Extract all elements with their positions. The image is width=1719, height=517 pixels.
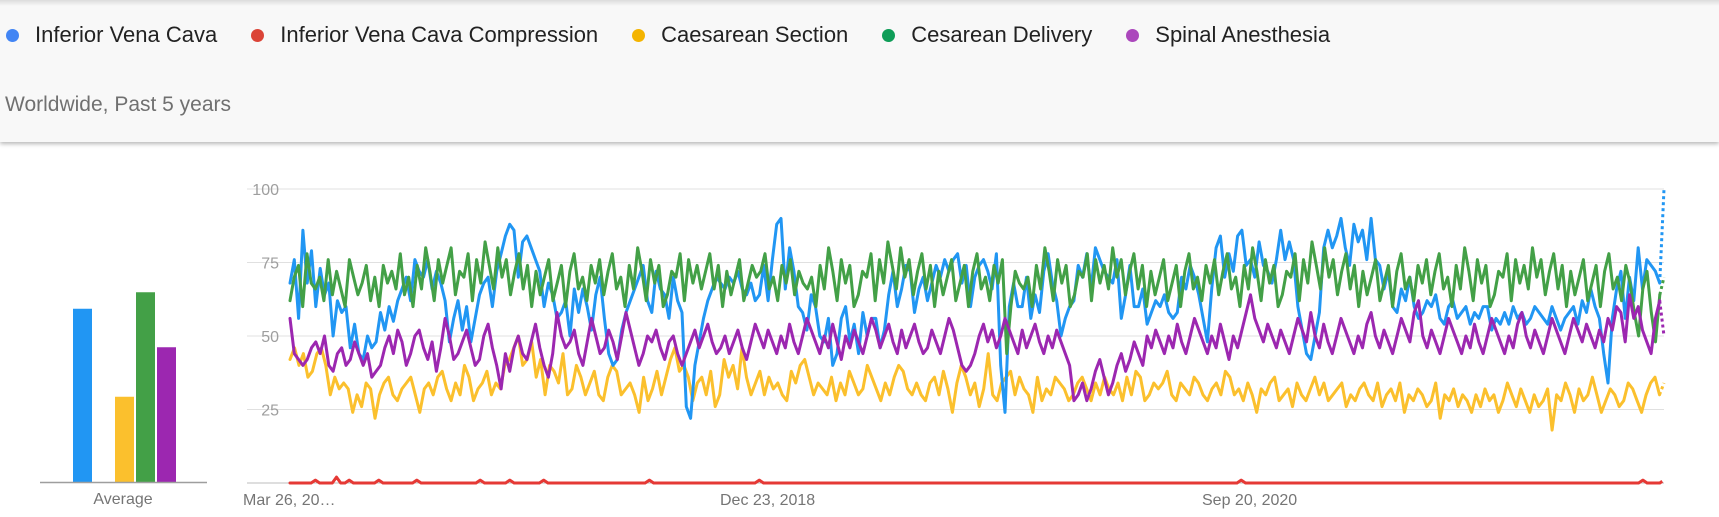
average-bar (157, 347, 176, 482)
subtitle: Worldwide, Past 5 years (5, 93, 232, 116)
x-tick-label: Sep 20, 2020 (1202, 492, 1297, 509)
legend-label: Inferior Vena Cava (35, 22, 218, 47)
legend-dot-icon (632, 28, 646, 42)
series-line (288, 293, 1662, 403)
series-partial-line (1658, 188, 1666, 284)
chart-header: Inferior Vena Cava Inferior Vena Cava Com… (0, 0, 1719, 142)
series-partial-line (1658, 276, 1666, 296)
series-line (288, 216, 1662, 420)
average-bar (115, 396, 134, 482)
legend-dot-icon (251, 28, 265, 42)
legend-item[interactable]: Spinal Anesthesia (1120, 22, 1330, 48)
legend-dot-icon (6, 28, 19, 42)
average-label: Average (93, 491, 152, 508)
y-tick-label: 25 (261, 403, 279, 420)
series-partial-line (1658, 478, 1665, 485)
series-line (288, 475, 1662, 485)
series-partial-line (1658, 300, 1666, 337)
legend-item[interactable]: Caesarean Section (626, 22, 848, 48)
series-partial-line (1658, 382, 1666, 396)
legend-item[interactable]: Inferior Vena Cava (0, 22, 217, 48)
y-tick-label: 50 (261, 329, 279, 346)
average-bar (136, 292, 155, 482)
legend-label: Inferior Vena Cava Compression (280, 22, 599, 47)
header-shade (0, 0, 1719, 6)
series-line (288, 240, 1662, 356)
y-tick-label: 100 (252, 182, 279, 199)
chart-area: Average 25 50 75 100 Mar 26, 20… Dec 23, 2018 S… (0, 142, 1719, 512)
x-tick-label: Dec 23, 2018 (720, 492, 815, 509)
legend-item[interactable]: Cesarean Delivery (876, 22, 1092, 48)
legend-dot-icon (1126, 28, 1140, 42)
legend-label: Cesarean Delivery (911, 22, 1093, 47)
average-bar (73, 308, 92, 482)
x-tick-label: Mar 26, 20… (243, 492, 335, 509)
y-tick-label: 75 (261, 256, 279, 273)
legend: Inferior Vena Cava Inferior Vena Cava Com… (0, 20, 1330, 50)
legend-label: Caesarean Section (661, 22, 849, 47)
legend-dot-icon (882, 28, 896, 42)
chart-svg: Average 25 50 75 100 Mar 26, 20… Dec 23, 2018 S… (40, 182, 1666, 509)
legend-item[interactable]: Inferior Vena Cava Compression (245, 22, 598, 48)
legend-label: Spinal Anesthesia (1155, 22, 1331, 47)
